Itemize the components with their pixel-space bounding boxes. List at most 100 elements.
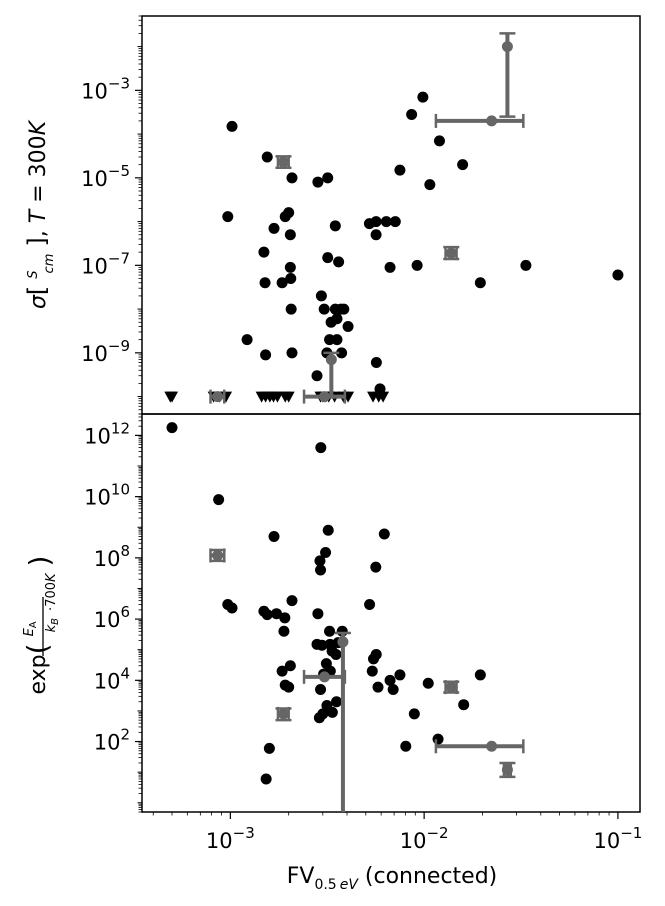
highlight-point [277, 156, 289, 168]
data-point [406, 109, 418, 121]
data-point [331, 696, 343, 708]
x-axis-label: FV0.5 eV (connected) [287, 864, 498, 893]
data-point [329, 220, 341, 232]
data-point [474, 277, 486, 289]
data-point [258, 246, 270, 258]
y-tick-label: 10−7 [81, 249, 130, 278]
data-point [284, 660, 296, 672]
data-point [331, 313, 343, 325]
y-tick-label: 10−9 [81, 337, 130, 366]
data-point [284, 261, 296, 273]
data-point [378, 528, 390, 540]
x-tick-label: 10−3 [206, 824, 255, 853]
upper-limit-marker [282, 391, 295, 403]
data-point [408, 708, 420, 720]
data-point [368, 653, 380, 665]
highlight-point [486, 115, 498, 127]
data-point [520, 259, 532, 271]
data-point [315, 564, 327, 576]
bottom-panel: 102 104 106 108 1010 1012 10−3 10−2 10−1 [84, 413, 642, 853]
data-point [286, 595, 298, 607]
data-point [283, 207, 295, 219]
data-point [424, 179, 436, 191]
data-point [311, 370, 323, 382]
data-point [259, 277, 271, 289]
data-point [370, 216, 382, 228]
data-point [411, 259, 423, 271]
bottom-y-axis-label: exp( EA kB ·700K ) [17, 556, 64, 695]
highlight-point [325, 354, 337, 366]
data-point [279, 612, 291, 624]
y-tick-label: 1010 [84, 481, 130, 510]
data-point [612, 269, 624, 281]
data-point [315, 290, 327, 302]
data-point [432, 733, 444, 745]
data-point [318, 303, 330, 315]
data-point [260, 773, 272, 785]
x-tick-label: 10−2 [400, 824, 449, 853]
data-point [322, 524, 334, 536]
y-tick-label: 10−5 [81, 162, 130, 191]
data-point [458, 699, 470, 711]
data-point [226, 120, 238, 132]
upper-limit-marker [271, 391, 284, 403]
data-point [285, 273, 297, 285]
data-point [457, 159, 469, 171]
data-point [336, 347, 348, 359]
highlight-point [337, 636, 349, 648]
data-point [263, 742, 275, 754]
data-point [394, 164, 406, 176]
highlight-point [277, 708, 289, 720]
data-point [322, 252, 334, 264]
data-point [380, 216, 392, 228]
plot-frame [141, 413, 641, 813]
data-point [268, 222, 280, 234]
upper-limit-marker [166, 391, 179, 403]
data-point [322, 172, 334, 184]
data-point [389, 216, 401, 228]
data-point [261, 151, 273, 163]
svg-text:σ[ S cm ],: σ[ S cm ], T = 300K [18, 119, 59, 309]
highlight-point [318, 391, 330, 403]
svg-text:exp( EA kB ·: exp( EA kB ·700K ) [17, 556, 64, 695]
data-point [370, 561, 382, 573]
data-point [326, 706, 338, 718]
data-point [276, 665, 288, 677]
data-point [387, 684, 399, 696]
data-point [370, 229, 382, 241]
upper-limit-marker [377, 391, 390, 403]
data-point [314, 555, 326, 567]
highlight-point [212, 391, 224, 403]
data-point [335, 303, 347, 315]
data-point [326, 645, 338, 657]
highlight-point [445, 247, 457, 259]
data-point [333, 256, 345, 268]
data-point [241, 334, 253, 346]
data-point [268, 530, 280, 542]
data-point [417, 91, 429, 103]
data-point [261, 609, 273, 621]
top-panel: 10−9 10−7 10−5 10−3 [81, 15, 641, 443]
data-point [213, 494, 225, 506]
y-tick-label: 1012 [84, 419, 130, 448]
data-point [384, 261, 396, 273]
data-point [433, 135, 445, 147]
data-point [394, 669, 406, 681]
y-tick-label: 106 [94, 603, 130, 632]
data-point [364, 598, 376, 610]
highlight-point [486, 740, 498, 752]
data-point [342, 320, 354, 332]
x-tick-label: 10−1 [593, 824, 642, 853]
top-y-axis-label: σ[ S cm ], T = 300K [18, 119, 59, 309]
data-point [226, 602, 238, 614]
highlight-point [318, 671, 330, 683]
y-tick-label: 108 [94, 542, 130, 571]
data-point [260, 349, 272, 361]
data-point [422, 677, 434, 689]
highlight-point [501, 764, 513, 776]
data-point [286, 172, 298, 184]
data-point [366, 665, 378, 677]
data-point [317, 708, 329, 720]
